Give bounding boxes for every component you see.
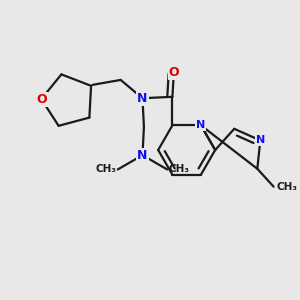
Text: CH₃: CH₃ [169,164,190,174]
Text: CH₃: CH₃ [277,182,298,192]
Text: CH₃: CH₃ [95,164,116,174]
Text: O: O [36,93,46,106]
Text: N: N [256,135,265,146]
Text: N: N [137,149,148,162]
Text: N: N [137,92,148,105]
Text: N: N [196,120,206,130]
Text: O: O [169,66,179,79]
